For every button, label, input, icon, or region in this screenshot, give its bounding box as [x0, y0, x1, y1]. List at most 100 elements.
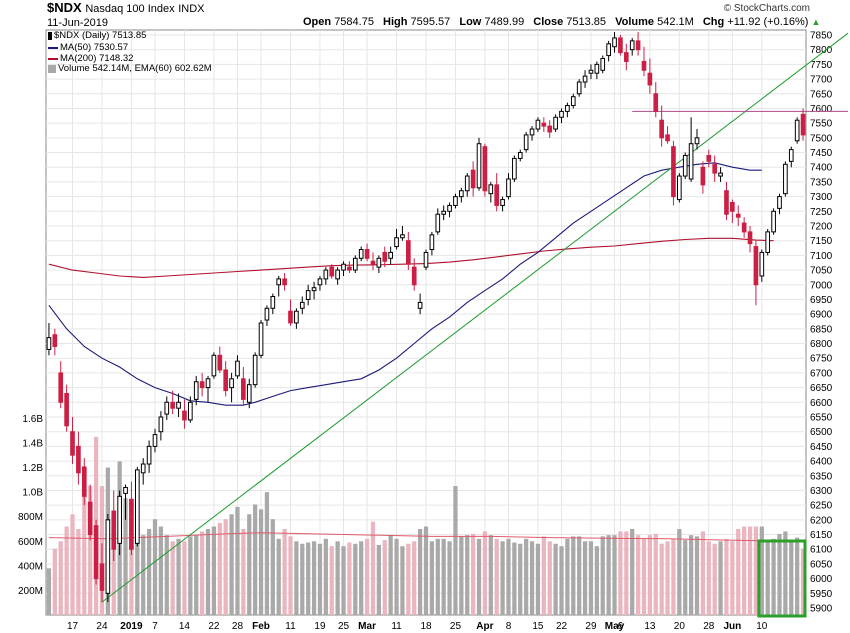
candle-body — [671, 146, 676, 198]
volume-bar — [388, 535, 393, 615]
volume-bar — [541, 536, 546, 615]
price-tick-label: 7300 — [810, 192, 833, 203]
volume-bar — [512, 542, 517, 615]
date-tick-label: 15 — [532, 621, 544, 632]
volume-bar — [347, 542, 352, 615]
price-tick-label: 6650 — [810, 383, 833, 394]
date-tick-label: 22 — [556, 621, 568, 632]
candle-body — [129, 498, 134, 550]
candle-body — [347, 266, 352, 271]
ma200-legend-icon — [48, 57, 58, 60]
volume-bar — [217, 522, 222, 615]
volume-bar — [747, 526, 753, 615]
volume-bar — [288, 536, 293, 615]
price-tick-label: 6550 — [810, 413, 833, 424]
candle-body — [81, 466, 87, 497]
price-tick-label: 5950 — [810, 589, 833, 600]
candle-body — [553, 116, 558, 130]
volume-bar — [70, 514, 75, 615]
volume-bar — [270, 519, 275, 615]
candle-body — [317, 278, 323, 286]
date-tick-label: 6 — [618, 621, 624, 632]
candle-body — [506, 178, 511, 198]
date-tick-label: Jun — [723, 621, 741, 632]
legend-ma50: MA(50) 7530.57 — [48, 42, 128, 53]
candle-body — [653, 93, 659, 112]
volume-bar — [488, 535, 493, 615]
date-tick-label: 11 — [391, 621, 402, 632]
candle-body — [747, 231, 753, 245]
volume-value: 542.1M — [657, 16, 694, 28]
volume-bar — [123, 498, 128, 615]
volume-tick-label: 200M — [18, 586, 43, 597]
volume-bar — [600, 536, 605, 615]
close-value: 7513.85 — [566, 16, 607, 28]
volume-bar — [529, 541, 535, 615]
candle-body — [341, 263, 346, 271]
change-value: +11.92 (+0.16%) — [727, 16, 809, 28]
volume-bar — [429, 541, 435, 615]
date-tick-label: 7 — [152, 621, 158, 632]
date-tick-label: 18 — [420, 621, 432, 632]
candle-body — [329, 266, 335, 277]
ma50-legend-icon — [48, 46, 58, 49]
candle-body — [288, 310, 293, 324]
candle-body — [547, 125, 553, 133]
volume-bar — [264, 492, 270, 615]
candle-body — [282, 278, 287, 286]
volume-bar — [182, 541, 187, 615]
volume-bar — [671, 538, 676, 615]
volume-bar — [553, 543, 558, 615]
legend-volume: Volume 542.14M, EMA(60) 602.62M — [48, 63, 212, 74]
ohlc-summary: Open 7584.75 High 7595.57 Low 7489.99 Cl… — [303, 16, 820, 28]
candle-body — [58, 372, 64, 403]
volume-bar — [341, 546, 346, 615]
volume-bar — [306, 542, 311, 615]
price-tick-label: 7350 — [810, 177, 833, 188]
volume-bar — [200, 531, 205, 615]
candle-body — [700, 166, 706, 186]
volume-bar — [624, 531, 629, 615]
candle-body — [158, 416, 164, 433]
candle-body — [335, 269, 340, 280]
candle-body — [394, 237, 399, 248]
volume-bar — [152, 519, 158, 615]
date-tick-label: Apr — [476, 621, 493, 632]
candle-body — [170, 401, 175, 409]
low-label: Low — [459, 16, 482, 28]
candle-body — [252, 354, 258, 386]
price-tick-label: 6150 — [810, 530, 833, 541]
volume-bar — [241, 529, 246, 615]
price-tick-label: 5900 — [810, 604, 833, 615]
volume-bar — [247, 514, 252, 615]
candle-body — [788, 149, 794, 162]
date-tick-label: 20 — [674, 621, 686, 632]
price-tick-label: 6400 — [810, 457, 833, 468]
volume-bar — [518, 543, 523, 615]
candle-body — [724, 190, 729, 215]
candle-body — [682, 154, 688, 177]
up-arrow-icon: ▲ — [811, 17, 821, 27]
volume-bar — [577, 536, 582, 615]
volume-bar — [559, 546, 564, 615]
candle-body — [294, 310, 299, 324]
volume-bar — [253, 504, 258, 615]
candle-body — [364, 249, 370, 259]
volume-bar — [777, 533, 782, 615]
candle-body — [677, 175, 682, 201]
candle-body — [76, 445, 81, 474]
legend-ma200: MA(200) 7148.32 — [48, 53, 133, 64]
volume-bar — [135, 516, 140, 615]
candle-body — [576, 81, 582, 95]
candle-body — [205, 378, 211, 389]
candle-body — [417, 301, 423, 309]
candle-body — [264, 307, 270, 321]
volume-bar — [789, 541, 794, 615]
volume-bar — [688, 535, 694, 615]
candle-legend-icon — [48, 31, 52, 40]
price-tick-label: 6100 — [810, 545, 833, 556]
volume-bar — [406, 543, 411, 615]
candle-body — [535, 119, 541, 130]
price-tick-label: 6950 — [810, 295, 833, 306]
